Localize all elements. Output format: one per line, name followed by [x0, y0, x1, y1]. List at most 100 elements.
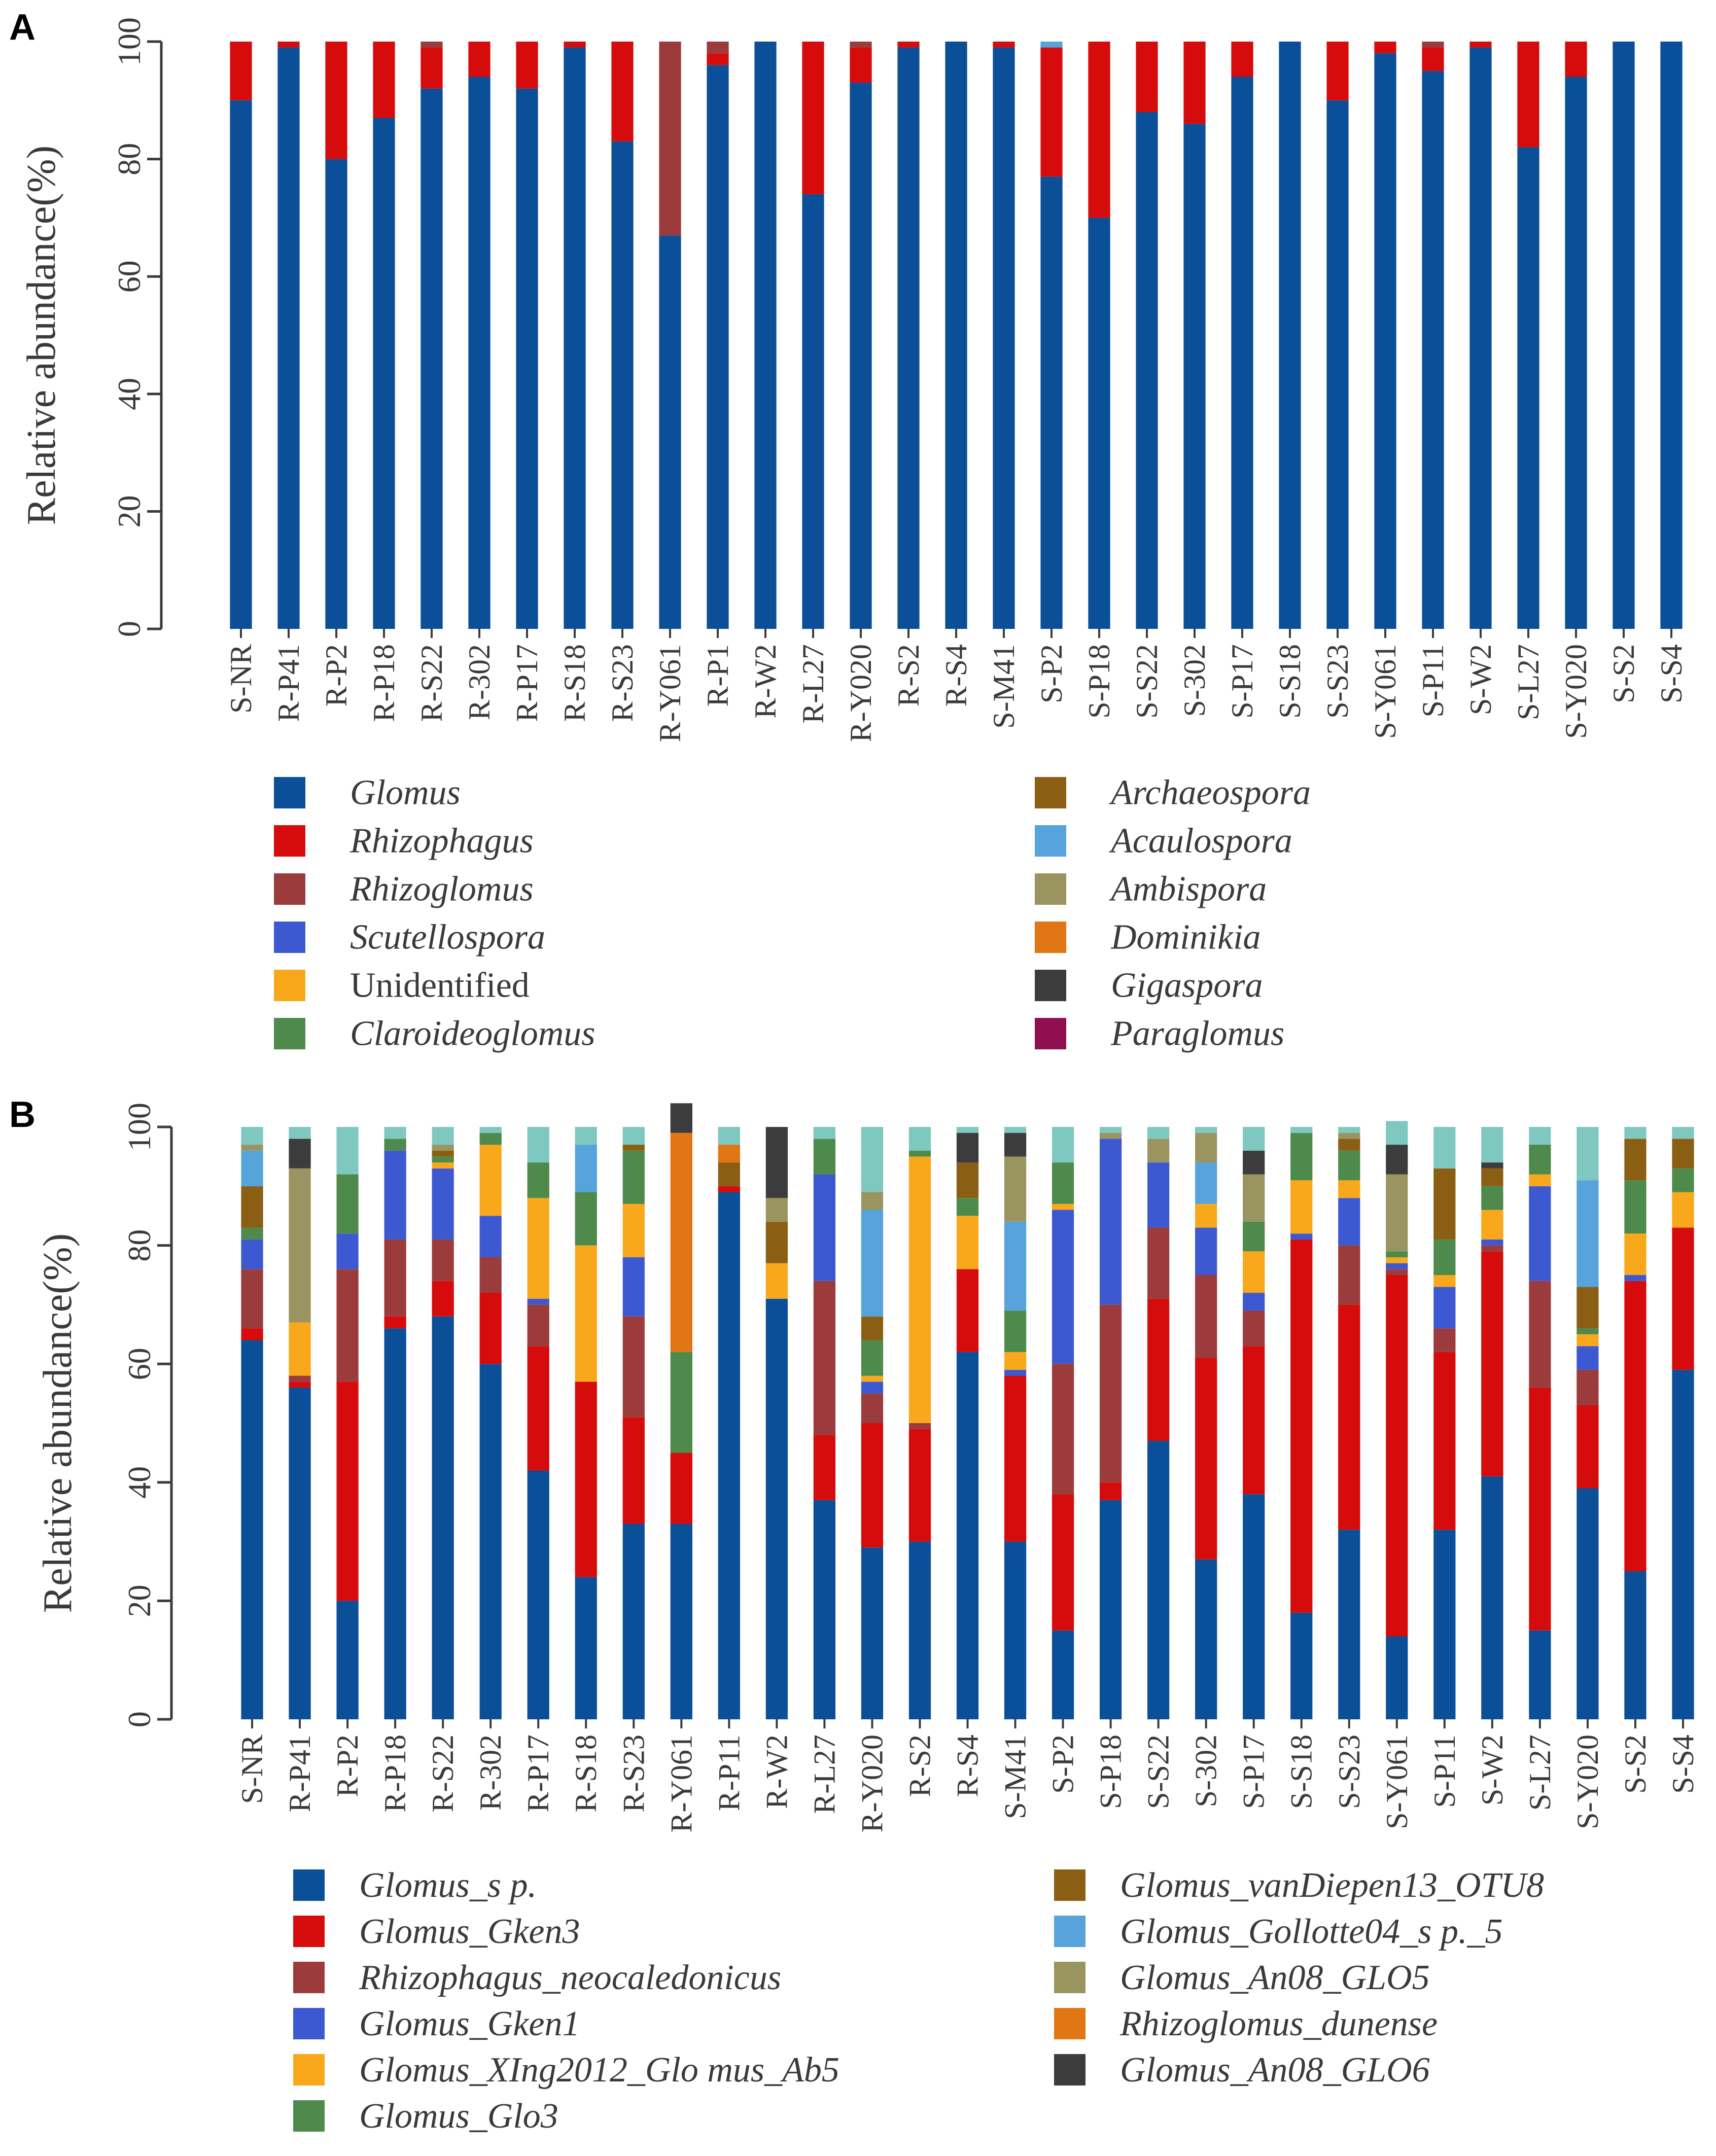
a-x-tick-label: R-P41 — [272, 644, 305, 722]
b-y-tick-label: 40 — [121, 1466, 157, 1499]
b-x-tick-label: R-P11 — [712, 1735, 746, 1811]
b-x-tick-label: R-S18 — [569, 1735, 603, 1812]
b-segment-glomus-vandiepen13-otu8 — [1481, 1168, 1503, 1186]
b-legend-label: Rhizoglomus_dunense — [1119, 2004, 1438, 2043]
a-segment-glomus — [325, 159, 347, 629]
b-segment-glomus-sp — [1147, 1441, 1170, 1719]
b-segment-glomus-an08-glo5 — [765, 1198, 788, 1222]
b-segment-other — [336, 1127, 359, 1175]
b-segment-glomus-gken1 — [861, 1382, 884, 1394]
b-segment-glomus-xing2012-glomus-ab5 — [432, 1162, 454, 1169]
b-segment-glomus-glo3 — [336, 1174, 359, 1234]
b-segment-rhizophagus-neocaledonicus — [1147, 1227, 1170, 1299]
b-legend-label: Glomus_XIng2012_Glo mus_Ab5 — [359, 2051, 839, 2090]
b-segment-glomus-gken1 — [336, 1233, 359, 1269]
a-segment-glomus — [1565, 77, 1587, 629]
a-x-tick-label: R-L27 — [796, 644, 830, 724]
b-segment-glomus-xing2012-glomus-ab5 — [1577, 1334, 1599, 1347]
b-segment-glomus-gken3 — [813, 1435, 836, 1500]
b-segment-glomus-glo3 — [479, 1133, 502, 1145]
b-bar-r-w2: R-W2 — [760, 1127, 793, 1809]
b-segment-glomus-gollotte04-sp-5 — [1577, 1180, 1599, 1287]
b-segment-glomus-sp — [432, 1316, 454, 1719]
a-segment-glomus — [564, 47, 586, 629]
a-legend-item-glomus: Glomus — [274, 773, 461, 812]
b-bar-s-m41: S-M41 — [999, 1127, 1032, 1819]
a-legend-item-acaulospora: Acaulospora — [1035, 822, 1292, 861]
b-segment-glomus-sp — [861, 1547, 884, 1719]
b-segment-other — [861, 1127, 884, 1192]
a-bar-s-p18: S-P18 — [1082, 42, 1116, 719]
b-legend-swatch — [293, 2008, 325, 2039]
b-segment-glomus-xing2012-glomus-ab5 — [622, 1204, 645, 1257]
a-segment-rhizophagus — [373, 42, 395, 118]
a-segment-rhizophagus — [564, 42, 586, 48]
b-x-tick-label: S-Y020 — [1571, 1735, 1604, 1829]
b-bar-s-y061: S-Y061 — [1380, 1121, 1414, 1829]
b-segment-glomus-sp — [1577, 1488, 1599, 1719]
b-segment-glomus-sp — [1195, 1559, 1217, 1719]
a-legend-item-ambispora: Ambispora — [1035, 870, 1267, 909]
b-legend-item-glomus-gken1: Glomus_Gken1 — [293, 2004, 580, 2043]
b-y-axis: 0 20 40 60 80 100 Relative abundance(%) — [36, 1103, 173, 1727]
a-bar-s-s2: S-S2 — [1607, 42, 1640, 703]
b-legend-item-glomus-glo3: Glomus_Glo3 — [293, 2097, 558, 2136]
b-bar-r-p41: R-P41 — [283, 1127, 317, 1812]
a-segment-glomus — [1183, 124, 1206, 629]
a-x-tick-label: R-302 — [463, 644, 496, 720]
a-segment-rhizophagus — [850, 47, 872, 83]
a-segment-glomus — [1136, 112, 1158, 629]
b-segment-rhizophagus-neocaledonicus — [813, 1281, 836, 1435]
a-segment-rhizophagus — [802, 42, 824, 195]
b-segment-other — [1052, 1127, 1074, 1163]
b-segment-glomus-gken3 — [479, 1293, 502, 1364]
a-y-tick-label: 100 — [111, 17, 147, 66]
b-segment-other — [1577, 1127, 1599, 1181]
b-bar-s-p18: S-P18 — [1094, 1127, 1128, 1809]
a-bar-r-s2: R-S2 — [892, 42, 925, 706]
b-segment-glomus-glo3 — [1577, 1328, 1599, 1334]
b-bar-s-302: S-302 — [1189, 1127, 1223, 1807]
a-legend-item-dominikia: Dominikia — [1035, 918, 1261, 957]
a-legend-label: Gigaspora — [1111, 966, 1263, 1005]
b-segment-other — [1147, 1127, 1170, 1139]
b-legend-label: Glomus_s p. — [359, 1866, 537, 1905]
b-segment-glomus-xing2012-glomus-ab5 — [289, 1322, 311, 1376]
b-x-tick-label: R-L27 — [808, 1735, 841, 1814]
a-legend-label: Acaulospora — [1109, 822, 1292, 861]
a-x-tick-label: S-L27 — [1512, 644, 1545, 720]
b-bar-r-s23: R-S23 — [617, 1127, 650, 1812]
b-legend-label: Glomus_Gken1 — [359, 2004, 580, 2043]
b-segment-rhizophagus-neocaledonicus — [1577, 1369, 1599, 1405]
b-segment-glomus-gken3 — [1672, 1227, 1694, 1370]
a-legend-label: Glomus — [350, 773, 461, 812]
a-segment-rhizophagus — [1517, 42, 1539, 148]
b-x-tick-label: R-Y061 — [664, 1735, 698, 1832]
a-x-tick-label: R-P2 — [320, 644, 353, 706]
b-segment-glomus-vandiepen13-otu8 — [1672, 1139, 1694, 1169]
b-segment-glomus-gollotte04-sp-5 — [241, 1150, 263, 1186]
b-x-tick-label: S-P18 — [1094, 1735, 1128, 1809]
b-bar-s-s2: S-S2 — [1619, 1127, 1652, 1794]
b-segment-other — [718, 1127, 740, 1145]
b-segment-other — [1624, 1127, 1647, 1139]
b-segment-glomus-gollotte04-sp-5 — [1195, 1162, 1217, 1204]
a-y-tick-label: 40 — [111, 378, 147, 410]
b-segment-rhizoglomus-dunense — [718, 1145, 740, 1163]
b-segment-other — [241, 1127, 263, 1145]
b-segment-glomus-gken3 — [1433, 1352, 1456, 1530]
b-legend-label: Glomus_Glo3 — [359, 2097, 558, 2136]
b-segment-glomus-gken3 — [336, 1382, 359, 1601]
b-bar-r-p18: R-P18 — [378, 1127, 412, 1812]
b-y-axis-title: Relative abundance(%) — [36, 1233, 80, 1613]
a-segment-rhizophagus — [1469, 42, 1492, 48]
a-y-axis-title: Relative abundance(%) — [19, 146, 64, 525]
b-segment-glomus-an08-glo6 — [289, 1139, 311, 1169]
a-x-tick-label: S-Y020 — [1559, 644, 1593, 739]
b-legend-item-glomus-xing2012-glomus-ab5: Glomus_XIng2012_Glo mus_Ab5 — [293, 2051, 839, 2090]
b-segment-rhizophagus-neocaledonicus — [622, 1316, 645, 1418]
b-segment-other — [1243, 1127, 1265, 1151]
b-segment-glomus-glo3 — [1624, 1180, 1647, 1234]
b-segment-other — [1004, 1127, 1027, 1133]
